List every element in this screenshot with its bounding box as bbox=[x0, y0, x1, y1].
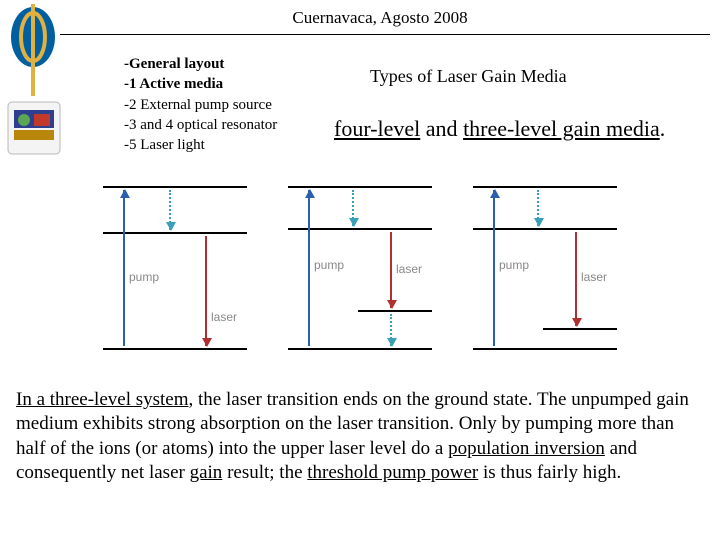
body-text: result; the bbox=[222, 462, 307, 483]
outline-item: -1 Active media bbox=[124, 74, 277, 94]
pump-label: pump bbox=[499, 258, 529, 272]
link-population-inversion[interactable]: population inversion bbox=[448, 438, 605, 459]
body-paragraph: In a three-level system, the laser trans… bbox=[16, 388, 690, 485]
outline-list: -General layout -1 Active media -2 Exter… bbox=[124, 54, 277, 155]
body-text: is thus fairly high. bbox=[478, 462, 621, 483]
diagram-four-level: pump laser bbox=[280, 180, 440, 370]
decay-arrow-icon bbox=[390, 314, 392, 346]
body-text: In a three-level system bbox=[16, 389, 189, 410]
section-subtitle: four-level and three-level gain media. bbox=[334, 116, 665, 142]
outline-item: -General layout bbox=[124, 54, 277, 74]
laser-label: laser bbox=[396, 262, 422, 276]
laser-arrow-icon bbox=[205, 236, 207, 346]
laser-arrow-icon bbox=[390, 232, 392, 308]
pump-arrow-icon bbox=[308, 190, 310, 346]
link-three-level[interactable]: three-level gain media bbox=[463, 116, 660, 141]
link-four-level[interactable]: four-level bbox=[334, 116, 420, 141]
decay-arrow-icon bbox=[537, 190, 539, 226]
pump-arrow-icon bbox=[123, 190, 125, 346]
institution-logo-icon bbox=[8, 2, 58, 98]
diagram-row: pump laser pump laser bbox=[95, 180, 625, 370]
unam-logo-icon bbox=[6, 100, 62, 156]
header-divider bbox=[60, 34, 710, 35]
outline-item: -2 External pump source bbox=[124, 95, 277, 115]
pump-arrow-icon bbox=[493, 190, 495, 346]
pump-label: pump bbox=[129, 270, 159, 284]
decay-arrow-icon bbox=[352, 190, 354, 226]
laser-label: laser bbox=[211, 310, 237, 324]
laser-arrow-icon bbox=[575, 232, 577, 326]
diagram-quasi-three-level: pump laser bbox=[465, 180, 625, 370]
slide: Cuernavaca, Agosto 2008 -General layout … bbox=[0, 0, 720, 540]
section-title: Types of Laser Gain Media bbox=[370, 66, 567, 87]
outline-item: -3 and 4 optical resonator bbox=[124, 115, 277, 135]
laser-label: laser bbox=[581, 270, 607, 284]
outline-item: -5 Laser light bbox=[124, 135, 277, 155]
page-title: Cuernavaca, Agosto 2008 bbox=[60, 8, 700, 28]
link-threshold-pump-power[interactable]: threshold pump power bbox=[307, 462, 478, 483]
pump-label: pump bbox=[314, 258, 344, 272]
diagram-three-level: pump laser bbox=[95, 180, 255, 370]
link-gain[interactable]: gain bbox=[190, 462, 223, 483]
decay-arrow-icon bbox=[169, 190, 171, 230]
